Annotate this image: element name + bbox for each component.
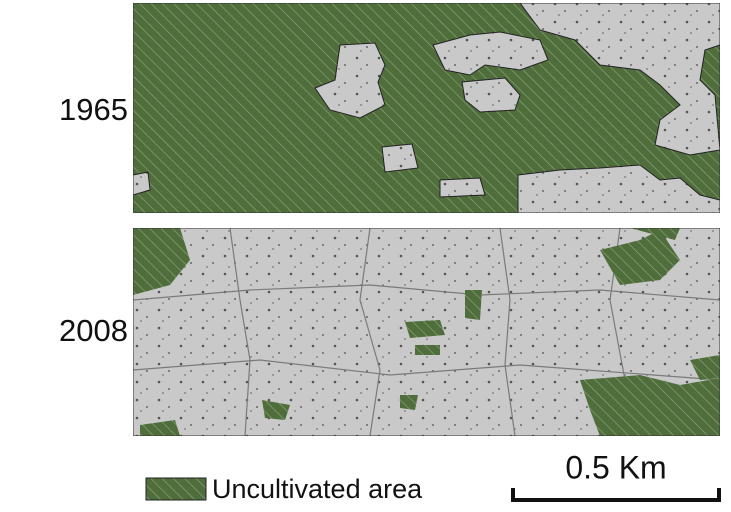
- legend-label: Uncultivated area: [212, 474, 423, 504]
- figure: 1965 2008 Uncultivated area 0.5 Km: [0, 0, 731, 512]
- scale-label: 0.5 Km: [565, 449, 666, 485]
- legend: Uncultivated area: [146, 474, 423, 504]
- scale-bar: 0.5 Km: [513, 449, 719, 500]
- map-panel-2008: [133, 228, 720, 436]
- year-label: 1965: [59, 92, 128, 127]
- scale-line: [513, 488, 719, 500]
- legend-swatch: [146, 478, 206, 500]
- year-label: 2008: [59, 313, 128, 348]
- map-panel-1965: [133, 3, 720, 213]
